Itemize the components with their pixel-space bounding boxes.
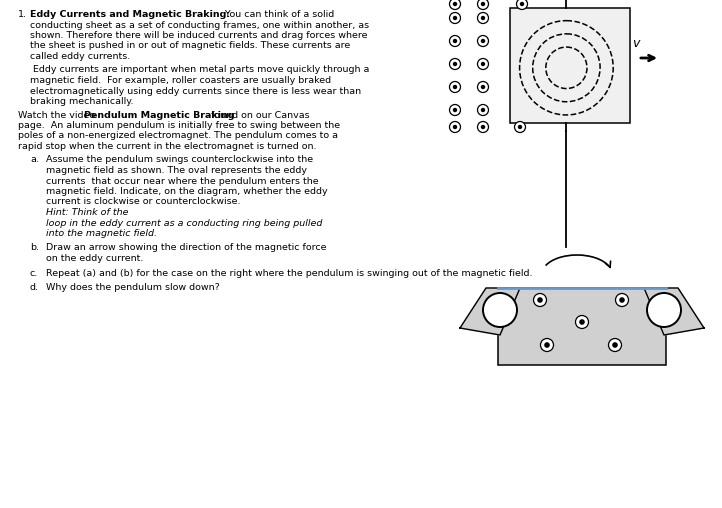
Text: shown. Therefore there will be induced currents and drag forces where: shown. Therefore there will be induced c… xyxy=(30,31,367,40)
Text: braking mechanically.: braking mechanically. xyxy=(30,97,134,106)
Text: on the eddy current.: on the eddy current. xyxy=(46,254,144,263)
Circle shape xyxy=(534,294,547,306)
Text: You can think of a solid: You can think of a solid xyxy=(222,10,334,19)
Text: Watch the video: Watch the video xyxy=(18,111,98,119)
Circle shape xyxy=(477,0,489,10)
Text: Why does the pendulum slow down?: Why does the pendulum slow down? xyxy=(46,283,219,292)
Text: Draw an arrow showing the direction of the magnetic force: Draw an arrow showing the direction of t… xyxy=(46,243,326,252)
Text: c.: c. xyxy=(30,269,38,277)
Text: b.: b. xyxy=(30,243,39,252)
Text: electromagnetically using eddy currents since there is less wear than: electromagnetically using eddy currents … xyxy=(30,86,361,96)
Text: poles of a non-energized electromagnet. The pendulum comes to a: poles of a non-energized electromagnet. … xyxy=(18,132,338,141)
Circle shape xyxy=(453,39,457,43)
Bar xyxy=(510,8,630,123)
Circle shape xyxy=(450,81,461,92)
Text: found on our Canvas: found on our Canvas xyxy=(208,111,310,119)
Circle shape xyxy=(520,2,524,6)
Text: page.  An aluminum pendulum is initially free to swing between the: page. An aluminum pendulum is initially … xyxy=(18,121,340,130)
Text: magnetic field as shown. The oval represents the eddy: magnetic field as shown. The oval repres… xyxy=(46,166,307,175)
Circle shape xyxy=(450,105,461,115)
Circle shape xyxy=(615,294,628,306)
Circle shape xyxy=(481,62,485,66)
Circle shape xyxy=(453,2,457,6)
Text: a.: a. xyxy=(30,155,39,165)
Text: magnetic field. Indicate, on the diagram, whether the eddy: magnetic field. Indicate, on the diagram… xyxy=(46,187,328,196)
Circle shape xyxy=(453,16,457,20)
Bar xyxy=(498,288,666,365)
Polygon shape xyxy=(460,288,520,335)
Circle shape xyxy=(481,39,485,43)
Circle shape xyxy=(481,2,485,6)
Circle shape xyxy=(453,62,457,66)
Circle shape xyxy=(477,36,489,47)
Circle shape xyxy=(481,16,485,20)
Circle shape xyxy=(647,293,681,327)
Circle shape xyxy=(453,108,457,112)
Circle shape xyxy=(477,58,489,70)
Text: the sheet is pushed in or out of magnetic fields. These currents are: the sheet is pushed in or out of magneti… xyxy=(30,42,350,50)
Text: Pendulum Magnetic Braking: Pendulum Magnetic Braking xyxy=(84,111,235,119)
Circle shape xyxy=(450,36,461,47)
Text: Eddy currents are important when metal parts move quickly through a: Eddy currents are important when metal p… xyxy=(30,66,370,75)
Text: current is clockwise or counterclockwise.: current is clockwise or counterclockwise… xyxy=(46,198,246,206)
Text: loop in the eddy current as a conducting ring being pulled: loop in the eddy current as a conducting… xyxy=(46,218,323,228)
Text: Assume the pendulum swings counterclockwise into the: Assume the pendulum swings counterclockw… xyxy=(46,155,313,165)
Text: Repeat (a) and (b) for the case on the right where the pendulum is swinging out : Repeat (a) and (b) for the case on the r… xyxy=(46,269,533,277)
Circle shape xyxy=(477,105,489,115)
Circle shape xyxy=(579,319,585,325)
Circle shape xyxy=(450,121,461,133)
Text: 1.: 1. xyxy=(18,10,27,19)
Text: $v$: $v$ xyxy=(632,37,642,50)
Circle shape xyxy=(619,297,625,303)
Circle shape xyxy=(450,13,461,23)
Circle shape xyxy=(518,125,522,129)
Circle shape xyxy=(515,121,526,133)
Text: rapid stop when the current in the electromagnet is turned on.: rapid stop when the current in the elect… xyxy=(18,142,316,151)
Circle shape xyxy=(575,315,588,329)
Polygon shape xyxy=(644,288,704,335)
Circle shape xyxy=(450,58,461,70)
Circle shape xyxy=(481,108,485,112)
Text: magnetic field.  For example, roller coasters are usually braked: magnetic field. For example, roller coas… xyxy=(30,76,331,85)
Circle shape xyxy=(612,342,618,348)
Circle shape xyxy=(477,81,489,92)
Circle shape xyxy=(541,338,554,352)
Circle shape xyxy=(537,297,543,303)
Circle shape xyxy=(544,342,549,348)
Circle shape xyxy=(477,13,489,23)
Text: currents  that occur near where the pendulum enters the: currents that occur near where the pendu… xyxy=(46,176,318,185)
Circle shape xyxy=(453,85,457,89)
Circle shape xyxy=(453,125,457,129)
Text: Hint: Think of the: Hint: Think of the xyxy=(46,208,129,217)
Text: Eddy Currents and Magnetic Braking:: Eddy Currents and Magnetic Braking: xyxy=(30,10,230,19)
Circle shape xyxy=(481,85,485,89)
Text: conducting sheet as a set of conducting frames, one within another, as: conducting sheet as a set of conducting … xyxy=(30,20,369,29)
Circle shape xyxy=(516,0,528,10)
Circle shape xyxy=(609,338,622,352)
Text: into the magnetic field.: into the magnetic field. xyxy=(46,229,157,238)
Text: d.: d. xyxy=(30,283,39,292)
Text: called eddy currents.: called eddy currents. xyxy=(30,52,130,61)
Circle shape xyxy=(483,293,517,327)
Circle shape xyxy=(450,0,461,10)
Circle shape xyxy=(481,125,485,129)
Circle shape xyxy=(477,121,489,133)
